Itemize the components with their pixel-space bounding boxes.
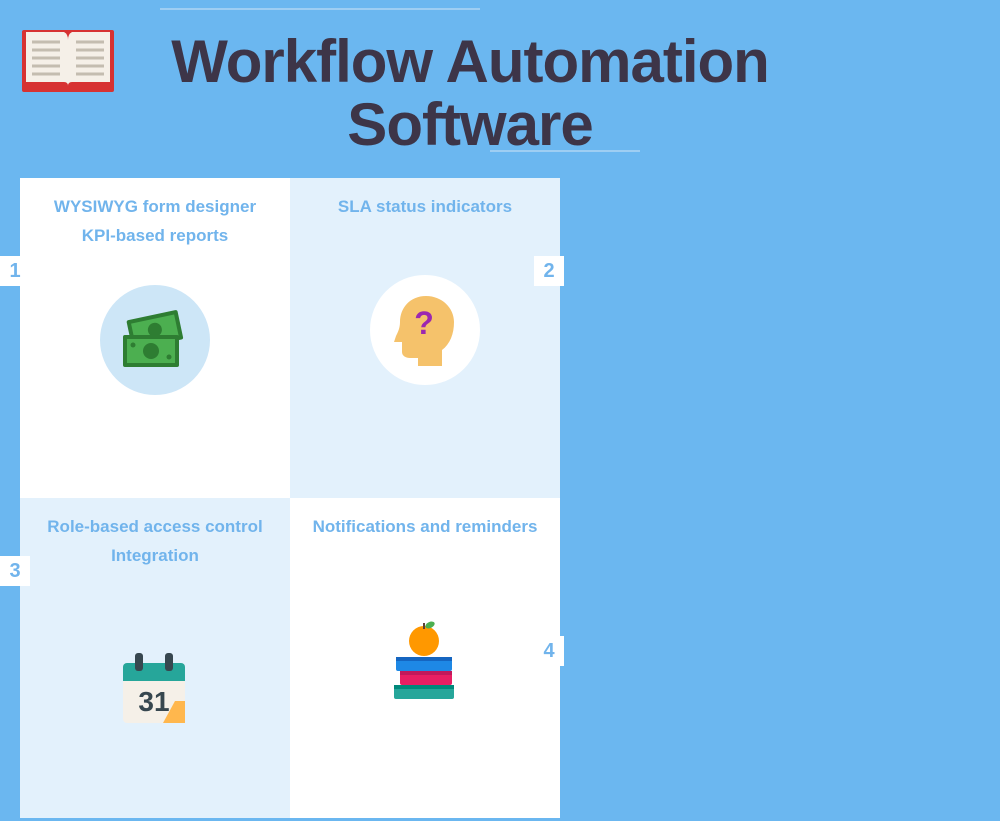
calendar-icon: 31 — [113, 645, 198, 735]
svg-text:?: ? — [414, 305, 434, 341]
number-badge-3: 3 — [0, 556, 30, 586]
cell-4-icon-circle — [370, 605, 480, 715]
title-divider-top — [160, 8, 480, 10]
cell-3-title: Role-based access control — [47, 516, 262, 537]
feature-grid: 1 WYSIWYG form designer KPI-based report… — [20, 178, 560, 818]
number-badge-4: 4 — [534, 636, 564, 666]
cell-2-title: SLA status indicators — [338, 196, 512, 217]
page-title: Workflow Automation Software — [140, 20, 800, 156]
feature-cell-3: 3 Role-based access control Integration … — [20, 498, 290, 818]
feature-cell-1: 1 WYSIWYG form designer KPI-based report… — [20, 178, 290, 498]
title-divider-bottom — [490, 150, 640, 152]
cell-3-icon-circle: 31 — [100, 635, 210, 745]
books-apple-icon — [380, 613, 470, 708]
cell-1-title: WYSIWYG form designer — [54, 196, 256, 217]
number-badge-1: 1 — [0, 256, 30, 286]
cell-2-icon-circle: ? — [370, 275, 480, 385]
money-icon — [113, 305, 198, 375]
cell-4-title: Notifications and reminders — [313, 516, 538, 537]
open-book-icon — [18, 20, 118, 105]
cell-1-subtitle: KPI-based reports — [82, 225, 228, 246]
calendar-day-text: 31 — [138, 686, 169, 717]
feature-cell-4: 4 Notifications and reminders — [290, 498, 560, 818]
feature-cell-2: 2 SLA status indicators ? — [290, 178, 560, 498]
cell-1-icon-circle — [100, 285, 210, 395]
question-head-icon: ? — [388, 290, 463, 370]
cell-3-subtitle: Integration — [111, 545, 199, 566]
header: Workflow Automation Software — [0, 0, 1000, 156]
number-badge-2: 2 — [534, 256, 564, 286]
